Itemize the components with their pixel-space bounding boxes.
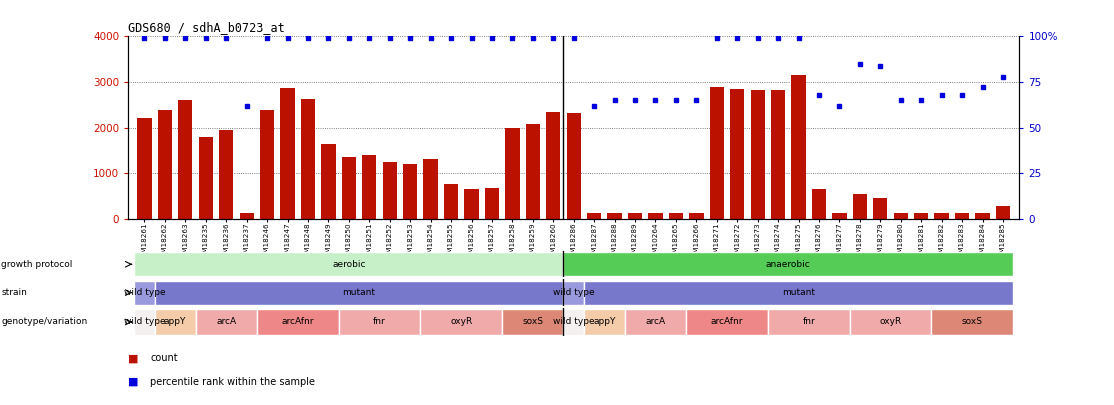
Bar bbox=[502, 309, 564, 335]
Bar bbox=[362, 156, 377, 219]
Bar bbox=[506, 128, 519, 219]
Text: oxyR: oxyR bbox=[879, 318, 901, 326]
Bar bbox=[893, 213, 908, 219]
Bar bbox=[260, 110, 274, 219]
Text: ■: ■ bbox=[128, 354, 138, 363]
Text: appY: appY bbox=[593, 318, 616, 326]
Text: wild type: wild type bbox=[553, 318, 595, 326]
Bar bbox=[996, 206, 1010, 219]
Bar bbox=[155, 309, 196, 335]
Bar bbox=[976, 213, 989, 219]
Bar bbox=[485, 188, 499, 219]
Bar bbox=[686, 309, 768, 335]
Text: arcA: arcA bbox=[216, 318, 236, 326]
Bar bbox=[564, 252, 1013, 276]
Text: fnr: fnr bbox=[802, 318, 815, 326]
Bar bbox=[730, 89, 744, 219]
Bar bbox=[158, 110, 172, 219]
Bar bbox=[564, 281, 584, 305]
Bar bbox=[625, 309, 686, 335]
Text: soxS: soxS bbox=[522, 318, 544, 326]
Bar bbox=[768, 309, 850, 335]
Bar bbox=[915, 213, 928, 219]
Bar bbox=[850, 309, 931, 335]
Bar bbox=[420, 309, 502, 335]
Bar bbox=[196, 309, 257, 335]
Bar bbox=[607, 213, 622, 219]
Bar bbox=[546, 112, 560, 219]
Bar bbox=[403, 164, 418, 219]
Bar bbox=[301, 99, 315, 219]
Text: ■: ■ bbox=[128, 377, 138, 386]
Text: appY: appY bbox=[164, 318, 186, 326]
Text: fnr: fnr bbox=[373, 318, 385, 326]
Bar bbox=[342, 157, 356, 219]
Bar bbox=[526, 124, 540, 219]
Bar bbox=[198, 137, 213, 219]
Text: anaerobic: anaerobic bbox=[766, 260, 811, 269]
Text: aerobic: aerobic bbox=[332, 260, 365, 269]
Bar bbox=[668, 213, 683, 219]
Bar bbox=[791, 75, 805, 219]
Text: GDS680 / sdhA_b0723_at: GDS680 / sdhA_b0723_at bbox=[128, 21, 285, 34]
Text: count: count bbox=[150, 354, 178, 363]
Bar bbox=[219, 130, 233, 219]
Bar bbox=[465, 189, 479, 219]
Bar bbox=[751, 90, 765, 219]
Text: strain: strain bbox=[1, 288, 27, 297]
Bar bbox=[812, 189, 827, 219]
Text: percentile rank within the sample: percentile rank within the sample bbox=[150, 377, 315, 386]
Bar bbox=[690, 213, 704, 219]
Bar bbox=[931, 309, 1013, 335]
Text: arcA: arcA bbox=[645, 318, 665, 326]
Bar bbox=[240, 213, 254, 219]
Bar bbox=[382, 162, 397, 219]
Text: mutant: mutant bbox=[782, 288, 815, 297]
Bar bbox=[873, 198, 888, 219]
Bar bbox=[935, 213, 949, 219]
Text: wild type: wild type bbox=[553, 288, 595, 297]
Bar bbox=[135, 309, 155, 335]
Bar bbox=[852, 194, 867, 219]
Text: wild type: wild type bbox=[124, 318, 165, 326]
Bar bbox=[155, 281, 564, 305]
Bar bbox=[339, 309, 420, 335]
Bar bbox=[135, 281, 155, 305]
Bar bbox=[564, 309, 584, 335]
Text: growth protocol: growth protocol bbox=[1, 260, 72, 269]
Bar bbox=[423, 159, 438, 219]
Text: wild type: wild type bbox=[124, 288, 165, 297]
Bar bbox=[832, 213, 847, 219]
Bar bbox=[771, 90, 785, 219]
Bar bbox=[628, 213, 642, 219]
Bar bbox=[135, 252, 564, 276]
Bar bbox=[257, 309, 339, 335]
Bar bbox=[587, 213, 602, 219]
Bar bbox=[710, 87, 724, 219]
Text: arcAfnr: arcAfnr bbox=[711, 318, 743, 326]
Bar bbox=[584, 309, 625, 335]
Bar bbox=[567, 113, 580, 219]
Bar bbox=[955, 213, 969, 219]
Bar bbox=[321, 144, 335, 219]
Bar bbox=[281, 88, 295, 219]
Bar bbox=[178, 100, 193, 219]
Text: mutant: mutant bbox=[343, 288, 375, 297]
Text: genotype/variation: genotype/variation bbox=[1, 318, 87, 326]
Text: arcAfnr: arcAfnr bbox=[282, 318, 314, 326]
Text: oxyR: oxyR bbox=[450, 318, 472, 326]
Bar bbox=[648, 213, 663, 219]
Bar bbox=[443, 184, 458, 219]
Bar bbox=[584, 281, 1013, 305]
Text: soxS: soxS bbox=[961, 318, 983, 326]
Bar bbox=[137, 118, 152, 219]
